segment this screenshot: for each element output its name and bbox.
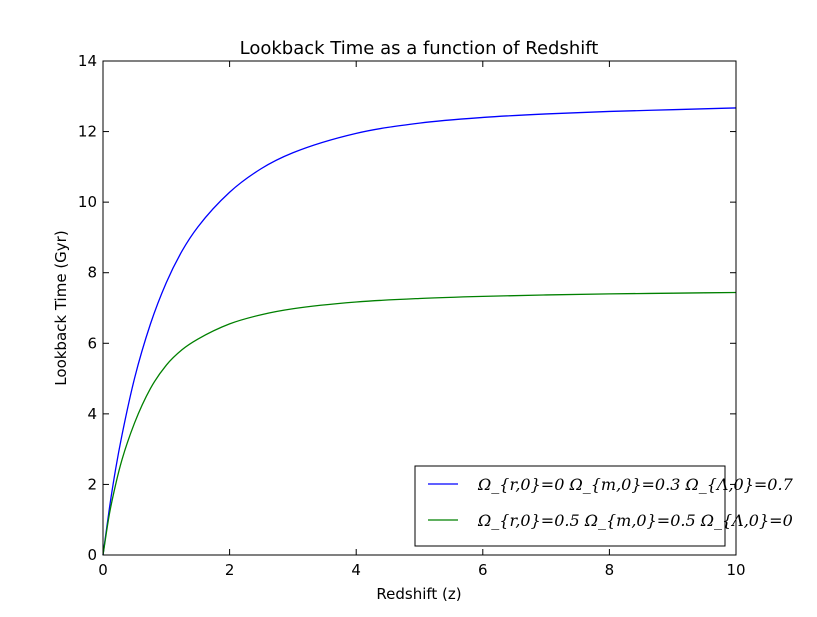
y-tick-label: 10 [78,193,97,211]
x-tick-label: 10 [726,561,745,579]
series-line-1 [102,107,737,556]
x-tick-label: 0 [98,561,108,579]
chart-title: Lookback Time as a function of Redshift [240,38,599,59]
y-tick-label: 4 [87,405,97,423]
y-tick-label: 2 [87,475,97,493]
plot-area-frame [102,60,737,556]
axis-tick-labels: 0 2 4 6 8 10 0 2 4 6 8 10 12 14 [78,52,746,579]
legend-label-1: Ω_{r,0}=0 Ω_{m,0}=0.3 Ω_{Λ,0}=0.7 [477,475,794,494]
legend: Ω_{r,0}=0 Ω_{m,0}=0.3 Ω_{Λ,0}=0.7 Ω_{r,0… [414,465,794,547]
y-tick-label: 8 [87,264,97,282]
x-tick-label: 8 [605,561,615,579]
y-tick-label: 6 [87,334,97,352]
plot-lines [102,107,737,556]
y-axis-label: Lookback Time (Gyr) [52,230,70,385]
x-tick-label: 2 [225,561,235,579]
y-tick-label: 12 [78,123,97,141]
legend-label-2: Ω_{r,0}=0.5 Ω_{m,0}=0.5 Ω_{Λ,0}=0 [477,511,793,530]
y-tick-label: 14 [78,52,97,70]
x-tick-label: 6 [478,561,488,579]
y-tick-label: 0 [87,546,97,564]
x-axis-label: Redshift (z) [376,585,461,603]
series-line-2 [102,291,737,556]
x-tick-label: 4 [351,561,361,579]
legend-frame [414,465,726,547]
